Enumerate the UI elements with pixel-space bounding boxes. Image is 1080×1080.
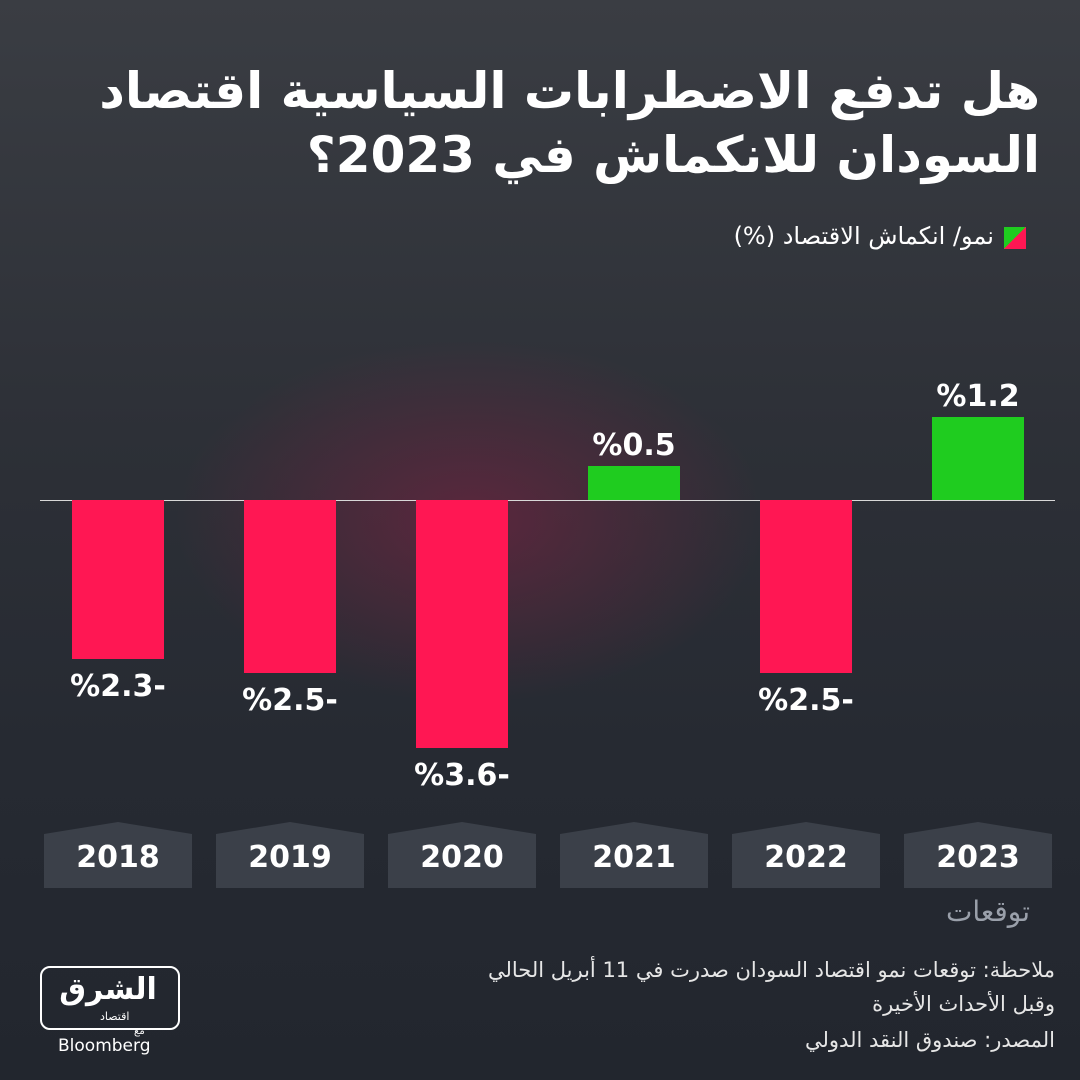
category-box <box>44 822 192 888</box>
source: المصدر: صندوق النقد الدولي <box>805 1028 1055 1052</box>
logo-box <box>40 966 180 1030</box>
legend-swatch <box>1004 227 1026 249</box>
bar <box>588 465 680 500</box>
title-line: السودان للانكماش في 2023؟ <box>306 126 1040 184</box>
note-line: وقبل الأحداث الأخيرة <box>872 992 1055 1016</box>
bar <box>760 500 852 673</box>
value-label: %1.2 <box>936 379 1020 415</box>
x-tick-label: 2020 <box>420 840 504 875</box>
bar <box>244 500 336 673</box>
bar <box>932 417 1024 500</box>
x-tick-label: 2022 <box>764 840 848 875</box>
category-box <box>560 822 708 888</box>
x-tick-label: 2019 <box>248 840 332 875</box>
bar <box>416 500 508 749</box>
zero-line <box>40 500 1055 501</box>
bar <box>72 500 164 659</box>
logo-name: الشرق <box>59 972 157 1007</box>
logo-with: مع <box>134 1026 145 1037</box>
title-line: هل تدفع الاضطرابات السياسية اقتصاد <box>99 62 1040 120</box>
x-tick-label: 2023 <box>936 840 1020 875</box>
x-tick-label: 2018 <box>76 840 160 875</box>
value-label: %3.6- <box>414 758 510 794</box>
category-box <box>388 822 536 888</box>
category-box <box>732 822 880 888</box>
note-line: ملاحظة: توقعات نمو اقتصاد السودان صدرت ف… <box>487 958 1055 982</box>
value-label: %2.3- <box>70 668 166 704</box>
category-box <box>904 822 1052 888</box>
legend-label: نمو/ انكماش الاقتصاد (%) <box>733 222 994 250</box>
value-label: %2.5- <box>758 682 854 718</box>
forecast-label: توقعات <box>945 895 1030 928</box>
logo-sub: اقتصاد <box>100 1010 130 1023</box>
logo-partner: Bloomberg <box>58 1036 151 1056</box>
x-tick-label: 2021 <box>592 840 676 875</box>
category-box <box>216 822 364 888</box>
value-label: %0.5 <box>592 427 676 463</box>
value-label: %2.5- <box>242 682 338 718</box>
